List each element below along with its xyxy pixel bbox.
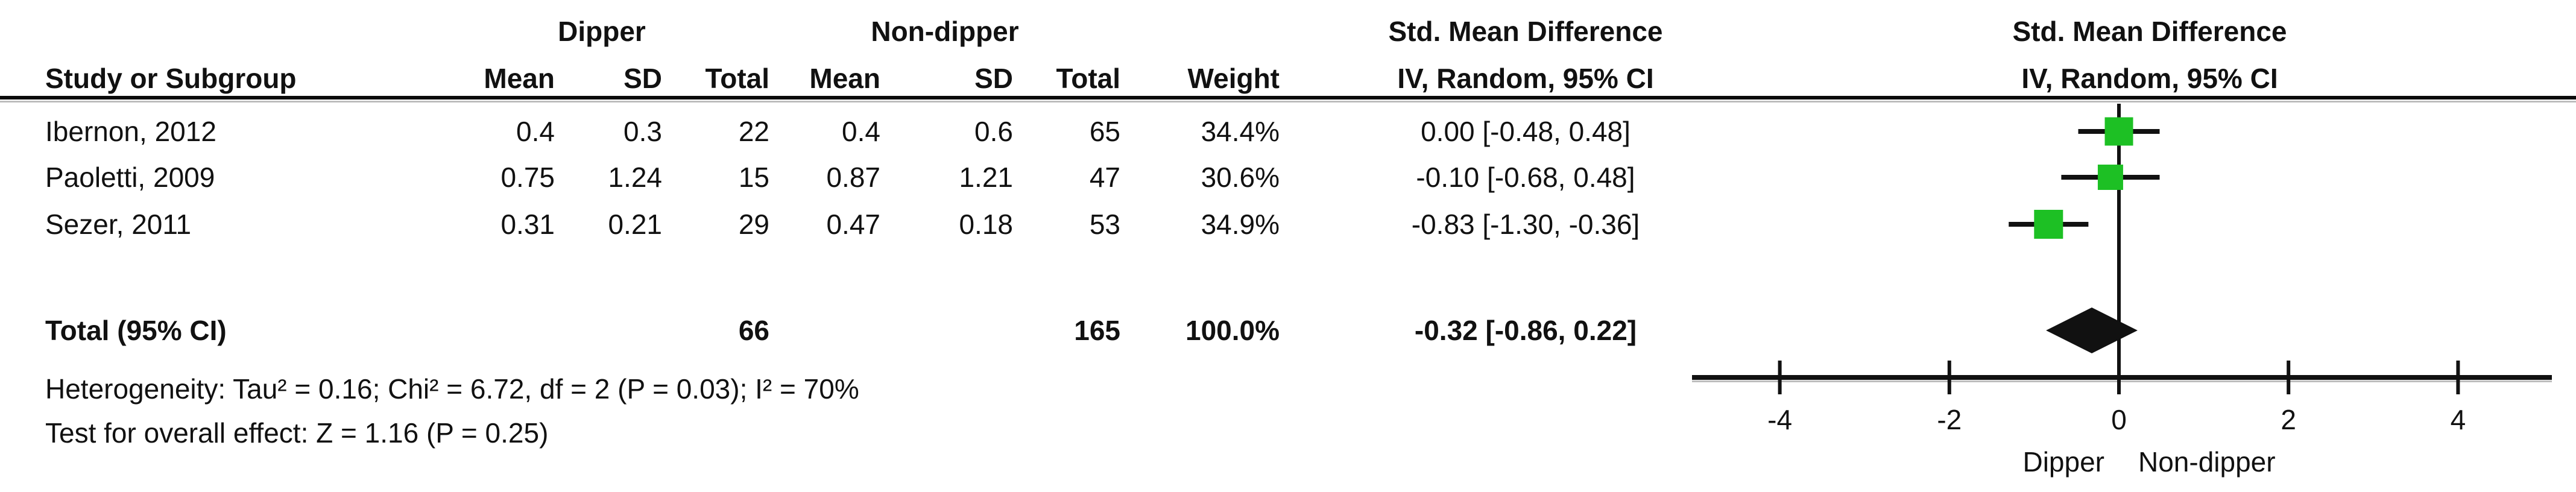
cell-mean-non-dipper: 0.87 [826,162,880,193]
pooled-diamond [2046,308,2138,353]
effect-column-header: Std. Mean Difference [1388,16,1663,47]
total-label: Total (95% CI) [45,315,227,346]
axis-tick [1947,361,1951,394]
cell-mean-non-dipper: 0.47 [826,209,880,240]
table-row: Ibernon, 2012 0.4 0.3 22 0.4 0.6 65 34.4… [0,118,1735,145]
header-study: Study or Subgroup [45,63,297,94]
cell-ci: -0.10 [-0.68, 0.48] [1416,162,1635,193]
heterogeneity-text: Heterogeneity: Tau² = 0.16; Chi² = 6.72,… [45,373,859,405]
total-weight: 100.0% [1185,315,1280,346]
axis-direction-label-right: Non-dipper [2138,446,2276,478]
total-n-non-dipper: 165 [1074,315,1120,346]
table-row: Sezer, 2011 0.31 0.21 29 0.47 0.18 53 34… [0,210,1735,238]
cell-ci: 0.00 [-0.48, 0.48] [1421,116,1631,147]
cell-weight: 34.4% [1201,116,1280,147]
header-total-dipper: Total [705,63,769,94]
x-axis [1692,375,2552,380]
table-row: Paoletti, 2009 0.75 1.24 15 0.87 1.21 47… [0,163,1735,191]
cell-sd-dipper: 0.21 [608,209,662,240]
axis-tick [2456,361,2460,394]
effect-square [2034,210,2063,239]
cell-total-dipper: 15 [738,162,769,193]
cell-sd-non-dipper: 0.6 [974,116,1013,147]
header-rule [0,96,2576,99]
axis-tick [2287,361,2291,394]
cell-mean-dipper: 0.31 [500,209,555,240]
group-header-non-dipper: Non-dipper [871,16,1019,47]
cell-total-non-dipper: 65 [1089,116,1120,147]
cell-mean-dipper: 0.4 [516,116,555,147]
overall-effect-text: Test for overall effect: Z = 1.16 (P = 0… [45,417,549,449]
cell-total-non-dipper: 53 [1089,209,1120,240]
cell-weight: 30.6% [1201,162,1280,193]
cell-sd-non-dipper: 1.21 [959,162,1013,193]
cell-weight: 34.9% [1201,209,1280,240]
header-sd-non-dipper: SD [974,63,1013,94]
zero-line [2117,104,2121,394]
study-name: Sezer, 2011 [45,209,192,240]
study-name: Ibernon, 2012 [45,116,216,147]
axis-direction-label-left: Dipper [2022,446,2104,478]
cell-sd-dipper: 1.24 [608,162,662,193]
effect-square [2104,117,2133,146]
cell-ci: -0.83 [-1.30, -0.36] [1411,209,1640,240]
axis-tick-label: 0 [2111,404,2127,435]
header-mean-non-dipper: Mean [809,63,880,94]
total-n-dipper: 66 [738,315,769,346]
header-sd-dipper: SD [623,63,662,94]
axis-tick [1778,361,1782,394]
axis-tick-label: -2 [1937,404,1962,435]
group-header-dipper: Dipper [558,16,646,47]
plot-column-subheader: IV, Random, 95% CI [2021,63,2278,94]
cell-total-dipper: 22 [738,116,769,147]
plot-column-header: Std. Mean Difference [2012,16,2287,47]
axis-tick-label: 4 [2451,404,2466,435]
axis-tick [2117,361,2121,394]
header-ci: IV, Random, 95% CI [1397,63,1654,94]
study-name: Paoletti, 2009 [45,162,215,193]
axis-tick-label: -4 [1767,404,1792,435]
cell-mean-non-dipper: 0.4 [842,116,880,147]
table-header-row: Study or Subgroup Mean SD Total Mean SD … [0,65,1735,92]
header-total-non-dipper: Total [1056,63,1120,94]
header-rule-shadow [0,101,2576,102]
total-ci: -0.32 [-0.86, 0.22] [1414,315,1637,346]
header-weight: Weight [1187,63,1280,94]
axis-tick-label: 2 [2281,404,2296,435]
cell-total-dipper: 29 [738,209,769,240]
cell-sd-non-dipper: 0.18 [959,209,1013,240]
cell-total-non-dipper: 47 [1089,162,1120,193]
x-axis-shadow [1692,380,2552,382]
cell-sd-dipper: 0.3 [623,116,662,147]
effect-square [2097,165,2123,190]
cell-mean-dipper: 0.75 [500,162,555,193]
header-mean-dipper: Mean [484,63,555,94]
total-row: Total (95% CI) 66 165 100.0% -0.32 [-0.8… [0,317,1735,344]
